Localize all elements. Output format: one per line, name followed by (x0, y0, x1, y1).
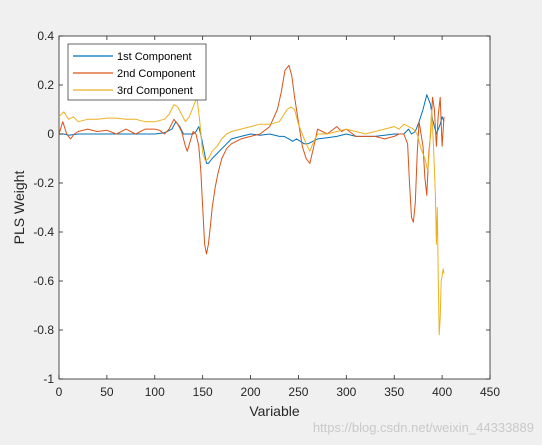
watermark-text: https://blog.csdn.net/weixin_44333889 (312, 420, 534, 435)
x-tick-label-6: 300 (336, 385, 356, 399)
y-tick-label-2: 0 (47, 127, 54, 141)
y-tick-label-7: -1 (43, 372, 54, 386)
y-axis-label: PLS Weight (11, 171, 27, 245)
series-line-3 (58, 96, 445, 336)
x-tick-label-3: 150 (193, 385, 213, 399)
x-tick-label-4: 200 (241, 385, 261, 399)
series-line-2 (58, 64, 445, 255)
legend-label-3: 3rd Component (117, 85, 193, 97)
legend: 1st Component 2nd Component 3rd Componen… (67, 43, 207, 101)
y-tick-label-4: -0.4 (33, 225, 54, 239)
x-tick-label-0: 0 (56, 385, 63, 399)
x-axis-label: Variable (249, 403, 300, 419)
legend-label-2: 2nd Component (117, 68, 195, 80)
series-layer (58, 64, 445, 336)
x-tick-label-7: 350 (384, 385, 404, 399)
x-tick-label-5: 250 (288, 385, 308, 399)
x-tick-label-8: 400 (432, 385, 452, 399)
x-tick-label-2: 100 (145, 385, 165, 399)
y-tick-label-5: -0.6 (33, 274, 54, 288)
y-tick-label-1: 0.2 (37, 78, 54, 92)
ticks-layer: 0 50 100 150 200 250 300 350 400 450 0.4 0.2 0 -0.2 -0… (33, 29, 500, 399)
y-tick-label-6: -0.8 (33, 323, 54, 337)
x-tick-label-1: 50 (100, 385, 114, 399)
legend-box (67, 43, 207, 101)
legend-label-1: 1st Component (117, 51, 192, 63)
y-tick-label-0: 0.4 (37, 29, 54, 43)
y-tick-label-3: -0.2 (33, 176, 54, 190)
x-tick-label-9: 450 (480, 385, 500, 399)
